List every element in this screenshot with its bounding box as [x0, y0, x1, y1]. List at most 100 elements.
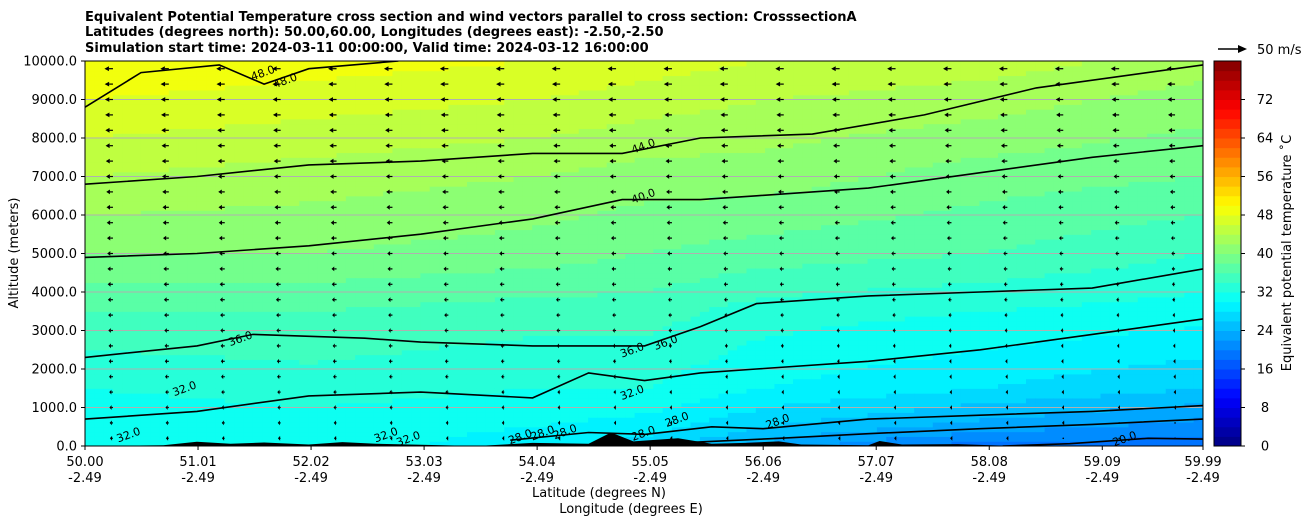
heatmap-cell	[411, 306, 421, 312]
heatmap-cell	[513, 65, 524, 72]
heatmap-cell	[364, 388, 375, 394]
heatmap-cell	[112, 426, 123, 433]
heatmap-cell	[150, 210, 161, 216]
heatmap-cell	[588, 109, 599, 115]
heatmap-cell	[131, 436, 142, 442]
heatmap-cell	[308, 402, 319, 409]
heatmap-cell	[131, 224, 142, 231]
heatmap-cell	[131, 123, 142, 129]
heatmap-cell	[522, 364, 533, 370]
heatmap-cell	[448, 142, 459, 149]
heatmap-cell	[215, 75, 226, 81]
heatmap-cell	[634, 224, 645, 231]
heatmap-cell	[243, 311, 254, 317]
heatmap-cell	[457, 253, 468, 259]
heatmap-cell	[85, 431, 95, 437]
heatmap-cell	[140, 320, 151, 327]
heatmap-cell	[131, 85, 142, 91]
heatmap-cell	[429, 104, 440, 110]
heatmap-cell	[550, 147, 561, 154]
heatmap-cell	[345, 253, 356, 259]
heatmap-cell	[588, 407, 599, 413]
heatmap-cell	[578, 388, 589, 394]
heatmap-cell	[94, 99, 105, 105]
heatmap-cell	[606, 210, 617, 216]
heatmap-cell	[131, 176, 142, 182]
heatmap-cell	[569, 402, 580, 409]
heatmap-cell	[466, 426, 477, 433]
heatmap-cell	[252, 354, 263, 360]
heatmap-cell	[85, 393, 95, 399]
heatmap-cell	[364, 166, 375, 173]
heatmap-cell	[653, 267, 664, 274]
heatmap-cell	[392, 166, 403, 173]
heatmap-cell	[150, 80, 161, 86]
heatmap-cell	[411, 412, 421, 418]
heatmap-cell	[457, 70, 468, 77]
heatmap-cell	[429, 407, 440, 413]
heatmap-cell	[597, 166, 608, 173]
heatmap-cell	[411, 147, 421, 154]
heatmap-cell	[280, 421, 291, 428]
heatmap-cell	[187, 104, 198, 110]
heatmap-cell	[429, 113, 440, 120]
heatmap-cell	[373, 85, 384, 91]
heatmap-cell	[336, 287, 347, 293]
heatmap-cell	[94, 292, 105, 298]
heatmap-cell	[616, 301, 626, 308]
heatmap-cell	[588, 431, 599, 437]
heatmap-cell	[234, 359, 244, 365]
heatmap-cell	[112, 133, 123, 139]
heatmap-cell	[271, 364, 282, 370]
heatmap-cell	[420, 138, 431, 144]
heatmap-cell	[392, 128, 403, 134]
heatmap-cell	[429, 99, 440, 105]
heatmap-cell	[597, 272, 608, 279]
heatmap-cell	[401, 205, 412, 211]
heatmap-cell	[336, 65, 347, 72]
heatmap-cell	[401, 441, 412, 446]
heatmap-cell	[569, 200, 580, 206]
heatmap-cell	[289, 301, 300, 308]
heatmap-cell	[271, 383, 282, 389]
heatmap-cell	[262, 436, 272, 442]
heatmap-cell	[476, 397, 487, 404]
heatmap-cell	[550, 292, 561, 298]
heatmap-cell	[392, 369, 403, 375]
heatmap-cell	[168, 267, 179, 274]
heatmap-cell	[597, 417, 608, 423]
heatmap-cell	[308, 190, 319, 197]
heatmap-cell	[420, 166, 431, 173]
heatmap-cell	[532, 162, 543, 168]
heatmap-cell	[187, 166, 198, 173]
heatmap-cell	[401, 436, 412, 442]
heatmap-cell	[513, 224, 524, 231]
heatmap-cell	[289, 369, 300, 375]
heatmap-cell	[122, 85, 133, 91]
heatmap-cell	[85, 421, 95, 428]
heatmap-cell	[560, 239, 571, 245]
heatmap-cell	[364, 378, 375, 385]
heatmap-cell	[588, 210, 599, 216]
heatmap-cell	[550, 70, 561, 77]
heatmap-cell	[150, 166, 161, 173]
heatmap-cell	[187, 186, 198, 192]
heatmap-cell	[373, 234, 384, 240]
heatmap-cell	[196, 311, 207, 317]
heatmap-cell	[606, 393, 617, 399]
heatmap-cell	[215, 383, 226, 389]
heatmap-cell	[494, 258, 505, 264]
heatmap-cell	[625, 301, 636, 308]
heatmap-cell	[439, 118, 449, 125]
heatmap-cell	[280, 378, 291, 385]
heatmap-cell	[252, 383, 263, 389]
heatmap-cell	[373, 421, 384, 428]
heatmap-cell	[513, 354, 524, 360]
heatmap-cell	[383, 200, 394, 206]
heatmap-cell	[140, 378, 151, 385]
heatmap-cell	[355, 306, 366, 312]
heatmap-cell	[504, 397, 515, 404]
heatmap-cell	[383, 147, 394, 154]
heatmap-cell	[196, 267, 207, 274]
heatmap-cell	[606, 412, 617, 418]
